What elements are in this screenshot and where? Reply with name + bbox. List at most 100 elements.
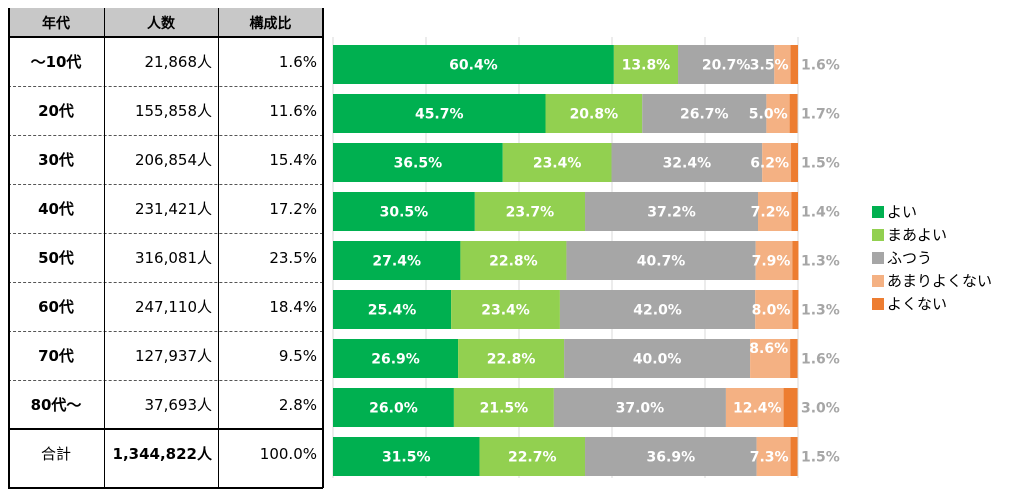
data-label: 20.7% [702,58,751,74]
table-cell-ratio: 11.6% [269,101,317,120]
legend-item: よくない [872,292,992,315]
data-label: 40.7% [637,254,686,270]
data-label: 3.5% [750,58,789,74]
bar-segment [756,437,791,476]
table-cell-count: 127,937人 [134,347,212,365]
bar-segment [333,339,459,378]
bar-segment [564,339,751,378]
data-label: 36.9% [647,450,696,466]
data-label: 7.2% [751,205,790,221]
bar-segment [611,143,763,182]
data-label: 7.9% [752,254,791,270]
data-label: 1.4% [801,205,840,221]
bar-segment [559,290,756,329]
bar-segment [451,290,560,329]
data-label: 1.7% [801,107,840,123]
bar-segment [791,192,798,231]
data-label: 30.5% [380,205,429,221]
chart-legend: よい まあよい ふつう あまりよくない よくない [872,200,992,315]
bar-segment [792,241,799,280]
bar-segment [758,192,792,231]
bar-segment [333,290,452,329]
table-cell-ratio: 23.5% [269,248,317,267]
bar-segment [502,143,612,182]
data-label: 1.6% [801,58,840,74]
table-cell-age: 80代～ [30,396,82,414]
table-cell-count: 155,858人 [134,102,212,120]
table-header-cell: 構成比 [218,8,323,37]
data-label: 22.8% [487,352,536,368]
data-label: 23.7% [506,205,555,221]
data-label: 8.6% [749,341,788,357]
table-cell-count: 21,868人 [144,53,213,71]
legend-swatch [872,274,884,287]
table-cell-count: 247,110人 [134,298,212,316]
bar-segment [678,45,775,84]
table-cell-ratio: 15.4% [269,150,317,169]
table-cell-age: 50代 [38,249,74,267]
bar-segment [750,339,791,378]
bar-segment [545,94,643,133]
data-label: 3.0% [801,401,840,417]
data-label: 23.4% [533,156,582,172]
data-label: 37.2% [647,205,696,221]
table-header-border [8,36,323,38]
table-cell-count: 37,693人 [144,396,213,414]
table-cell-age: 60代 [38,298,74,316]
legend-label: よくない [887,295,948,313]
data-label: 22.7% [508,450,557,466]
table-cell-count: 206,854人 [134,151,212,169]
table-cell-age: 30代 [38,151,74,169]
data-label: 26.9% [371,352,420,368]
bar-segment [333,94,546,133]
table-row-divider [8,86,323,87]
bar-segment [755,290,793,329]
table-cell-ratio: 9.5% [278,346,317,365]
table-cell-ratio: 100.0% [259,444,317,463]
data-label: 36.5% [394,156,443,172]
data-label: 1.3% [801,303,840,319]
bar-segment [725,388,784,427]
data-label: 23.4% [481,303,530,319]
data-label: 6.2% [750,156,789,172]
table-cell-ratio: 1.6% [278,52,317,71]
data-label: 1.6% [801,352,840,368]
table-cell-ratio: 17.2% [269,199,317,218]
data-label: 21.5% [480,401,529,417]
legend-label: あまりよくない [887,272,993,290]
bar-segment [792,290,799,329]
bar-segment [766,94,790,133]
bar-segment [783,388,798,427]
bar-segment [458,339,565,378]
bar-segment [789,94,798,133]
data-label: 1.3% [801,254,840,270]
legend-label: まあよい [887,226,948,244]
data-label: 13.8% [622,58,671,74]
data-label: 20.8% [570,107,619,123]
table-column-border [104,8,105,488]
data-label: 27.4% [372,254,421,270]
data-label: 22.8% [489,254,538,270]
data-label: 45.7% [415,107,464,123]
data-label: 5.0% [749,107,788,123]
table-column-border [8,8,10,488]
legend-item: あまりよくない [872,269,992,292]
bar-segment [790,339,798,378]
table-cell-count: 316,081人 [134,249,212,267]
data-label: 26.7% [680,107,729,123]
legend-item: よい [872,200,992,223]
table-row-divider [8,184,323,185]
age-table: 年代 人数 構成比 ～10代 21,868人 1.6% 20代 155,858人 11.6% 30… [8,8,324,489]
data-label: 25.4% [368,303,417,319]
bar-segment [585,437,757,476]
legend-swatch [872,297,884,310]
table-row-divider [8,380,323,381]
table-header-cell: 年代 [8,8,104,37]
bar-segment [585,192,759,231]
table-cell-ratio: 2.8% [278,395,317,414]
table-cell-age: 40代 [38,200,74,218]
data-label: 1.5% [801,156,840,172]
table-column-border [218,8,219,488]
bar-segment [774,45,791,84]
data-label: 37.0% [616,401,665,417]
